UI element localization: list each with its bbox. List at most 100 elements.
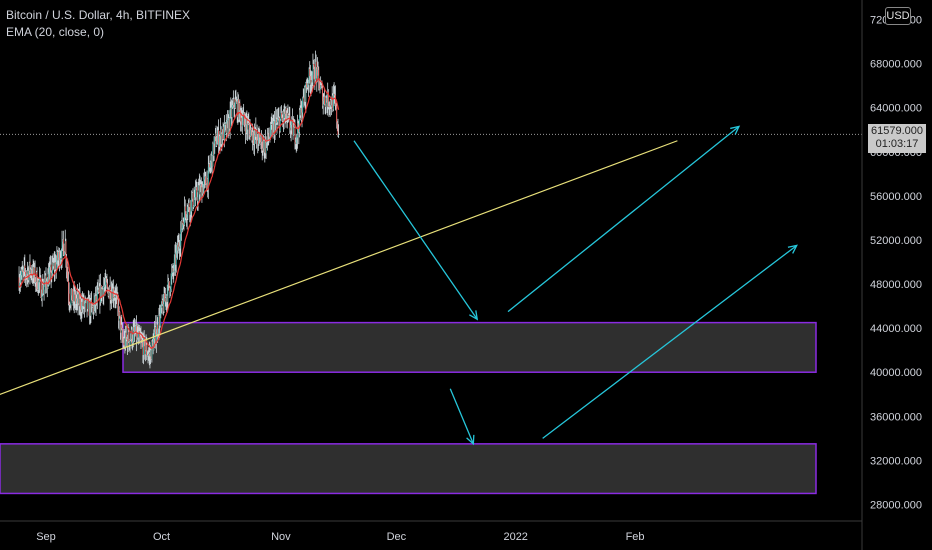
candle-body: [43, 286, 45, 290]
candle-body: [219, 136, 221, 142]
candle-body: [37, 289, 39, 291]
candle-body: [158, 316, 160, 333]
candle-body: [223, 123, 225, 140]
candle-body: [157, 324, 159, 334]
candle-body: [50, 264, 51, 268]
candle-body: [98, 286, 100, 293]
candle-body: [71, 288, 73, 296]
candle-body: [95, 295, 97, 305]
candle-body: [54, 262, 56, 270]
price-tick-label: 32000.000: [870, 455, 922, 467]
candle-body: [261, 136, 263, 151]
candle-body: [232, 105, 234, 107]
candle-body: [175, 253, 177, 265]
candle-body: [256, 130, 258, 141]
candle-body: [257, 140, 259, 145]
candle-body: [302, 97, 304, 99]
candle-body: [182, 221, 184, 225]
candle-body: [331, 104, 332, 108]
candle-body: [234, 106, 236, 108]
candle-body: [281, 112, 282, 118]
candle-body: [132, 329, 134, 342]
candle-body: [317, 66, 319, 70]
candle-body: [278, 117, 280, 119]
currency-badge[interactable]: USD: [885, 7, 911, 25]
candle-body: [247, 122, 249, 130]
candle-body: [338, 134, 340, 136]
candle-body: [300, 107, 302, 121]
candle-body: [319, 88, 321, 90]
support-zone: [0, 443, 817, 495]
candle-body: [134, 326, 135, 332]
candle-body: [300, 107, 302, 116]
candle-body: [59, 259, 61, 265]
candle-body: [84, 299, 86, 304]
candle-body: [291, 118, 293, 126]
candle-body: [285, 108, 287, 121]
candle-body: [298, 128, 300, 132]
candle-body: [72, 301, 74, 303]
candle-body: [144, 338, 146, 355]
candle-body: [254, 134, 255, 144]
candle-body: [214, 137, 216, 144]
candle-body: [169, 286, 171, 292]
candle-body: [193, 205, 195, 208]
time-axis[interactable]: Sep Oct Nov Dec 2022 Feb: [36, 531, 644, 543]
candle-body: [92, 305, 94, 308]
candle-body: [21, 269, 23, 276]
candle-body: [207, 166, 209, 190]
candle-body: [53, 263, 55, 270]
candle-body: [98, 289, 100, 293]
candle-body: [224, 123, 226, 125]
candle-body: [42, 284, 44, 294]
candle-body: [24, 265, 26, 273]
candle-body: [123, 338, 125, 346]
chart-legend: Bitcoin / U.S. Dollar, 4h, BITFINEX EMA …: [6, 7, 190, 41]
candle-body: [52, 262, 54, 267]
candle-body: [153, 338, 155, 351]
candle-body: [229, 109, 231, 129]
last-price-tag: 61579.000 01:03:17: [868, 124, 926, 153]
candle-body: [192, 192, 194, 208]
support-zones: [0, 321, 817, 495]
candle-body: [112, 288, 114, 301]
symbol-title[interactable]: Bitcoin / U.S. Dollar, 4h, BITFINEX: [6, 8, 191, 22]
candle-body: [130, 338, 132, 340]
candle-body: [151, 341, 153, 360]
candle-body: [172, 267, 174, 273]
candle-body: [222, 133, 223, 140]
candle-body: [236, 101, 238, 103]
candles: [18, 50, 340, 369]
candle-body: [288, 115, 289, 117]
candle-body: [135, 325, 137, 333]
candle-body: [242, 115, 244, 122]
candle-body: [109, 286, 110, 293]
candle-body: [220, 129, 222, 145]
candle-body: [148, 352, 150, 354]
candle-body: [91, 303, 93, 308]
candle-body: [30, 269, 32, 274]
candle-body: [239, 102, 241, 111]
candle-body: [79, 298, 81, 307]
candle-body: [217, 130, 219, 138]
indicator-label[interactable]: EMA (20, close, 0): [6, 25, 105, 39]
drawings: [0, 125, 862, 446]
candle-body: [155, 335, 157, 343]
price-axis[interactable]: 72000.00068000.00064000.00060000.0005600…: [870, 15, 922, 512]
candle-body: [161, 299, 163, 308]
candle-body: [200, 184, 202, 186]
candle-body: [256, 130, 257, 137]
candle-body: [247, 124, 248, 130]
candle-body: [281, 117, 283, 119]
candle-body: [111, 292, 112, 300]
candle-body: [175, 251, 177, 265]
candle-body: [176, 244, 178, 252]
candle-body: [150, 350, 152, 357]
candle-body: [26, 273, 28, 277]
candle-body: [25, 275, 27, 277]
time-tick-label: Sep: [36, 531, 56, 543]
candle-body: [162, 304, 164, 312]
arrow-head: [466, 434, 475, 446]
candle-body: [30, 269, 32, 276]
